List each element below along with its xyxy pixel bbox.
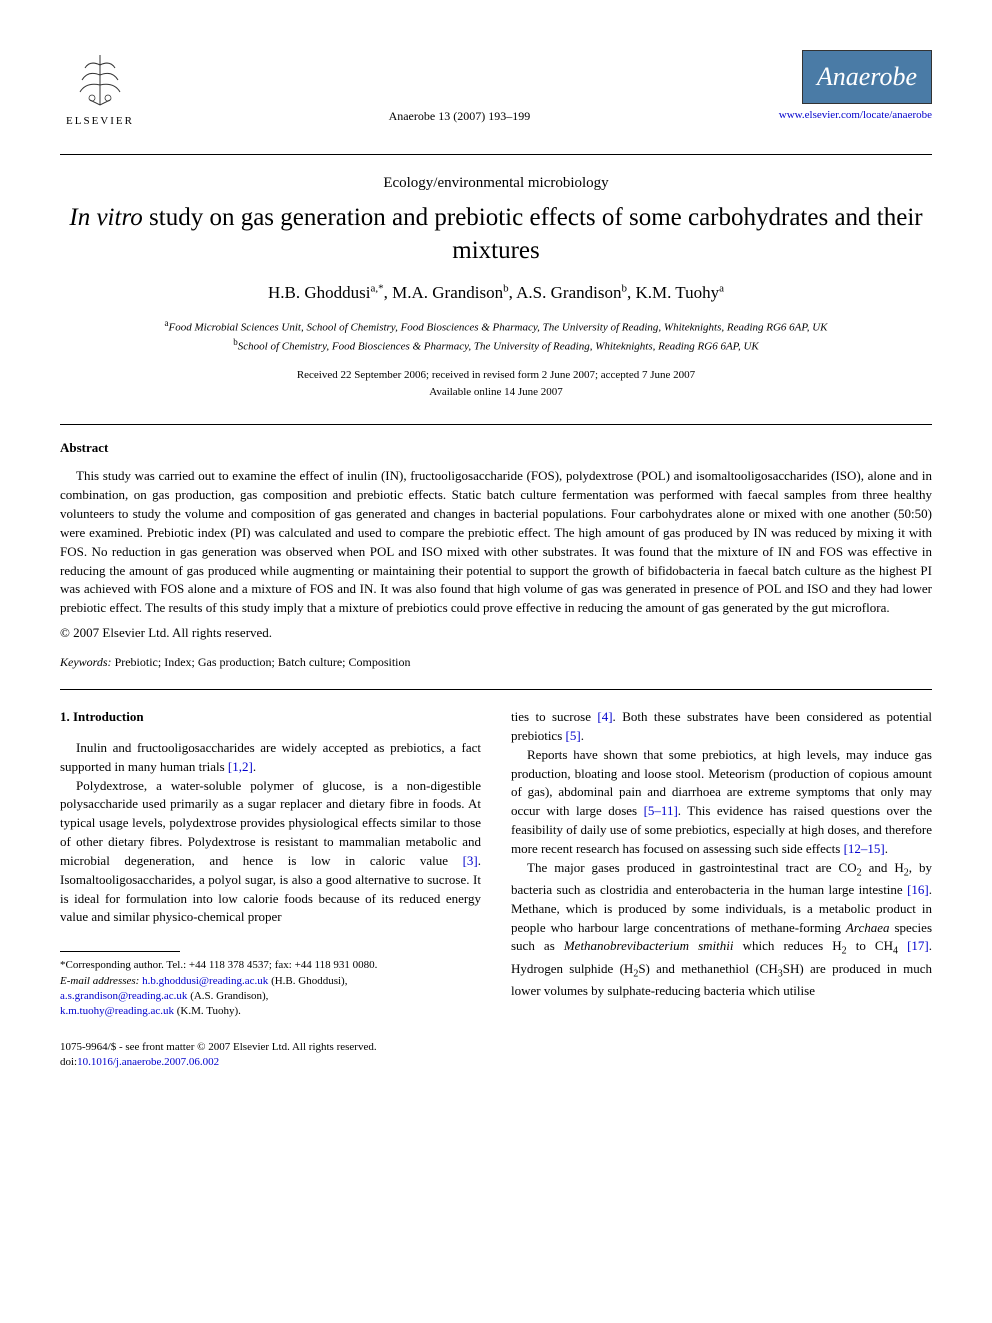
abstract-heading: Abstract	[60, 439, 932, 457]
methanob-ital: Methanobrevibacterium smithii	[564, 938, 734, 953]
section-label: Ecology/environmental microbiology	[60, 173, 932, 194]
abstract-copyright: © 2007 Elsevier Ltd. All rights reserved…	[60, 624, 932, 642]
body-columns: 1. Introduction Inulin and fructooligosa…	[60, 708, 932, 1071]
article-title: In vitro study on gas generation and pre…	[60, 202, 932, 267]
ref-16[interactable]: [16]	[907, 882, 929, 897]
ref-1-2[interactable]: [1,2]	[228, 759, 253, 774]
ref-3[interactable]: [3]	[463, 853, 478, 868]
c2p3-a: The major gases produced in gastrointest…	[527, 860, 857, 875]
c2p3-g: to CH	[847, 938, 893, 953]
c2p3-b: and H	[862, 860, 904, 875]
title-rest: study on gas generation and prebiotic ef…	[143, 204, 923, 264]
doi-label: doi:	[60, 1056, 77, 1068]
journal-logo-block: Anaerobe www.elsevier.com/locate/anaerob…	[779, 50, 932, 124]
author-3: A.S. Grandison	[516, 283, 621, 302]
author-4-sup: a	[719, 282, 724, 294]
corresponding-author: *Corresponding author. Tel.: +44 118 378…	[60, 958, 481, 973]
header-row: ELSEVIER Anaerobe 13 (2007) 193–199 Anae…	[60, 50, 932, 140]
keywords-label: Keywords:	[60, 655, 112, 669]
email-2-name: (A.S. Grandison),	[187, 990, 268, 1002]
abstract-text: This study was carried out to examine th…	[60, 467, 932, 618]
c2p1-a: ties to sucrose	[511, 709, 597, 724]
bottom-info: 1075-9964/$ - see front matter © 2007 El…	[60, 1040, 481, 1071]
abstract-top-divider	[60, 424, 932, 425]
ref-12-15[interactable]: [12–15]	[844, 841, 885, 856]
left-column: 1. Introduction Inulin and fructooligosa…	[60, 708, 481, 1071]
email-1[interactable]: h.b.ghoddusi@reading.ac.uk	[142, 975, 268, 987]
ref-5[interactable]: [5]	[566, 728, 581, 743]
c2p3-h	[898, 938, 907, 953]
keywords-line: Keywords: Prebiotic; Index; Gas producti…	[60, 654, 932, 671]
doi-line: doi:10.1016/j.anaerobe.2007.06.002	[60, 1055, 481, 1070]
affil-a: Food Microbial Sciences Unit, School of …	[169, 321, 828, 333]
footnote-divider	[60, 951, 180, 952]
author-2: M.A. Grandison	[392, 283, 503, 302]
ref-5-11[interactable]: [5–11]	[644, 803, 678, 818]
c2p2-c: .	[885, 841, 888, 856]
journal-reference: Anaerobe 13 (2007) 193–199	[140, 50, 779, 125]
col2-p2: Reports have shown that some prebiotics,…	[511, 746, 932, 859]
publisher-name: ELSEVIER	[66, 114, 134, 129]
intro-p1: Inulin and fructooligosaccharides are wi…	[60, 739, 481, 777]
c2p3-f: which reduces H	[733, 938, 841, 953]
email-1-name: (H.B. Ghoddusi),	[268, 975, 347, 987]
email-2[interactable]: a.s.grandison@reading.ac.uk	[60, 990, 187, 1002]
elsevier-logo: ELSEVIER	[60, 50, 140, 140]
email-label: E-mail addresses:	[60, 975, 139, 987]
email-3[interactable]: k.m.tuohy@reading.ac.uk	[60, 1005, 174, 1017]
archaea-ital: Archaea	[846, 920, 890, 935]
keywords-text: Prebiotic; Index; Gas production; Batch …	[112, 655, 411, 669]
ref-4[interactable]: [4]	[597, 709, 612, 724]
affiliations: aFood Microbial Sciences Unit, School of…	[60, 317, 932, 355]
title-italic-part: In vitro	[69, 204, 142, 231]
col2-p1: ties to sucrose [4]. Both these substrat…	[511, 708, 932, 746]
header-divider	[60, 154, 932, 155]
p1-text-b: .	[253, 759, 256, 774]
footnotes: *Corresponding author. Tel.: +44 118 378…	[60, 958, 481, 1020]
intro-heading: 1. Introduction	[60, 708, 481, 727]
email-addresses: E-mail addresses: h.b.ghoddusi@reading.a…	[60, 974, 481, 1020]
journal-logo-text: Anaerobe	[802, 50, 932, 104]
article-dates: Received 22 September 2006; received in …	[60, 367, 932, 400]
journal-url[interactable]: www.elsevier.com/locate/anaerobe	[779, 108, 932, 123]
intro-p2: Polydextrose, a water-soluble polymer of…	[60, 777, 481, 928]
authors-line: H.B. Ghoddusia,*, M.A. Grandisonb, A.S. …	[60, 281, 932, 305]
p2-text-a: Polydextrose, a water-soluble polymer of…	[60, 778, 481, 868]
issn-line: 1075-9964/$ - see front matter © 2007 El…	[60, 1040, 481, 1055]
author-1: H.B. Ghoddusi	[268, 283, 370, 302]
abstract-bottom-divider	[60, 689, 932, 690]
author-4: K.M. Tuohy	[635, 283, 719, 302]
email-3-name: (K.M. Tuohy).	[174, 1005, 241, 1017]
elsevier-tree-icon	[70, 50, 130, 110]
right-column: ties to sucrose [4]. Both these substrat…	[511, 708, 932, 1071]
doi-link[interactable]: 10.1016/j.anaerobe.2007.06.002	[77, 1056, 219, 1068]
affil-b: School of Chemistry, Food Biosciences & …	[238, 341, 759, 353]
dates-line1: Received 22 September 2006; received in …	[297, 369, 695, 381]
col2-p3: The major gases produced in gastrointest…	[511, 859, 932, 1001]
author-1-sup: a,*	[370, 282, 383, 294]
author-3-sup: b	[621, 282, 627, 294]
ref-17[interactable]: [17]	[907, 938, 929, 953]
author-2-sup: b	[503, 282, 509, 294]
p1-text-a: Inulin and fructooligosaccharides are wi…	[60, 740, 481, 774]
dates-line2: Available online 14 June 2007	[429, 386, 563, 398]
c2p3-j: S) and methanethiol (CH	[638, 961, 777, 976]
c2p1-c: .	[581, 728, 584, 743]
